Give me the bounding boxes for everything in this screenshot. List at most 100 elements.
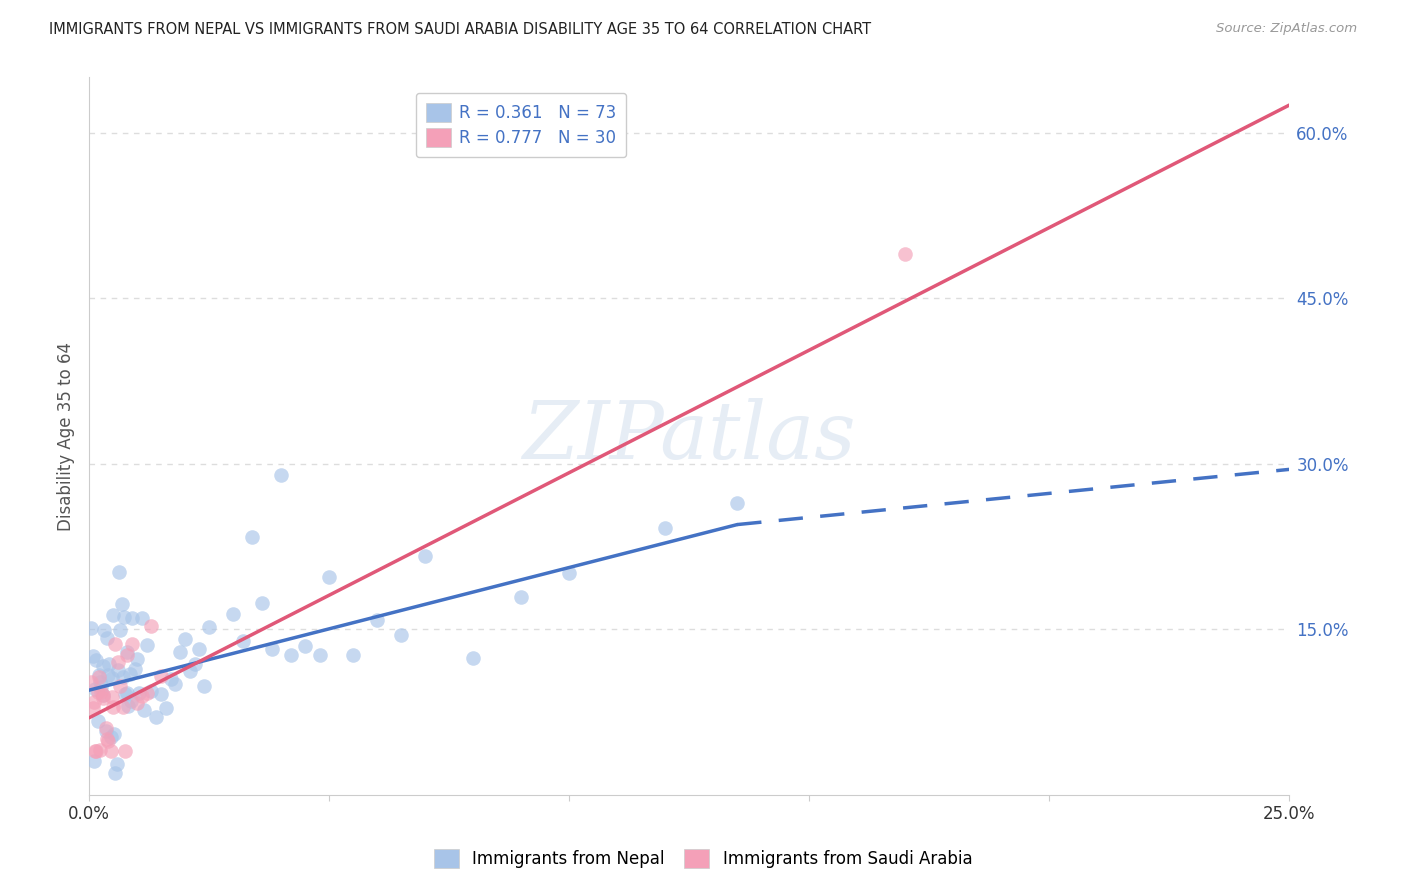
Point [131,611,153,625]
Point [86,684,108,698]
Point [91,688,114,702]
Point [83,744,105,758]
Point [89,743,111,757]
Point [463,650,485,665]
Point [117,648,139,662]
Point [103,727,125,741]
Point [84,744,107,758]
Point [294,639,316,653]
Point [121,611,143,625]
Point [250,597,273,611]
Point [101,608,124,623]
Point [90,685,112,699]
Point [112,609,135,624]
Point [93,659,115,673]
Y-axis label: Disability Age 35 to 64: Disability Age 35 to 64 [58,342,75,531]
Point [270,467,292,482]
Point [128,686,150,700]
Point [389,628,412,642]
Point [100,731,122,745]
Point [222,607,245,622]
Point [413,549,436,563]
Point [89,675,111,690]
Point [114,744,136,758]
Point [96,732,118,747]
Point [308,648,330,662]
Point [97,733,120,747]
Point [558,566,581,581]
Point [87,669,110,683]
Point [82,648,104,663]
Point [318,569,340,583]
Point [111,700,134,714]
Point [105,756,128,771]
Point [98,657,121,672]
Point [125,652,148,666]
Point [124,663,146,677]
Point [134,703,156,717]
Point [169,645,191,659]
Point [111,670,134,684]
Point [135,685,157,699]
Point [93,690,115,705]
Point [150,688,173,702]
Point [84,652,107,666]
Point [104,637,127,651]
Point [117,686,139,700]
Point [183,657,205,672]
Text: ZIPatlas: ZIPatlas [523,398,856,475]
Point [894,247,917,261]
Point [117,698,139,713]
Point [87,668,110,682]
Point [104,766,127,780]
Point [118,666,141,681]
Point [159,672,181,686]
Point [280,648,302,663]
Point [107,656,129,670]
Point [107,664,129,678]
Legend: R = 0.361   N = 73, R = 0.777   N = 30: R = 0.361 N = 73, R = 0.777 N = 30 [416,93,627,157]
Point [725,496,748,510]
Point [114,687,136,701]
Point [198,620,221,634]
Point [654,521,676,535]
Point [135,638,157,652]
Point [165,677,187,691]
Point [101,671,124,685]
Point [179,665,201,679]
Point [80,621,103,635]
Point [188,641,211,656]
Point [108,565,131,579]
Point [145,709,167,723]
Text: Source: ZipAtlas.com: Source: ZipAtlas.com [1216,22,1357,36]
Point [141,683,163,698]
Point [150,669,173,683]
Point [93,624,115,638]
Point [110,679,132,693]
Point [86,714,108,729]
Point [94,723,117,738]
Point [125,696,148,710]
Point [155,701,177,715]
Point [100,744,122,758]
Point [101,700,124,714]
Point [240,531,263,545]
Point [83,754,105,768]
Point [94,721,117,735]
Point [120,694,142,708]
Point [91,688,114,702]
Point [174,632,197,647]
Point [110,623,132,637]
Point [131,689,153,703]
Point [101,690,124,704]
Point [342,648,364,662]
Point [90,680,112,694]
Legend: Immigrants from Nepal, Immigrants from Saudi Arabia: Immigrants from Nepal, Immigrants from S… [427,842,979,875]
Point [80,675,103,690]
Point [366,613,388,627]
Point [83,682,105,697]
Point [83,694,105,708]
Point [193,679,215,693]
Point [232,634,254,648]
Point [96,631,118,645]
